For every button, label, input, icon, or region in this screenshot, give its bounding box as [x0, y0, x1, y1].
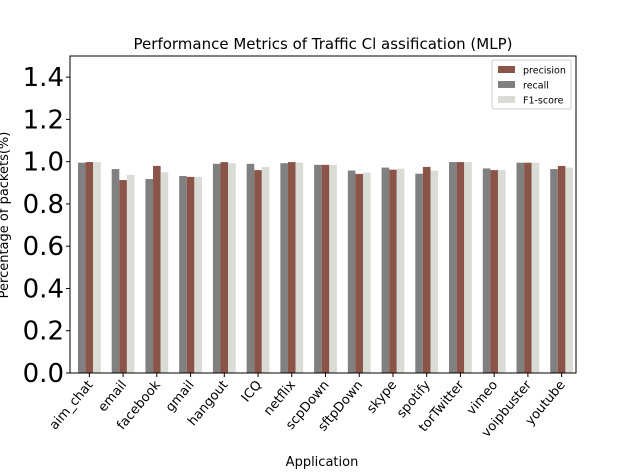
- legend: precision recall F1-score: [491, 59, 572, 110]
- y-tick-label: 0.2: [23, 317, 64, 347]
- bar-f1-score-skype: [396, 168, 405, 373]
- bar-precision-scpdown: [321, 164, 330, 373]
- y-tick-label: 0.6: [23, 232, 64, 262]
- bar-precision-sftpdown: [355, 173, 364, 373]
- bar-recall-hangout: [212, 163, 221, 373]
- bar-recall-sftpdown: [347, 170, 356, 373]
- bar-recall-voipbuster: [516, 162, 525, 373]
- chart-title: Performance Metrics of Traffic Cl assifi…: [134, 35, 513, 53]
- y-tick-label: 1.4: [23, 63, 64, 93]
- bar-f1-score-email: [126, 174, 135, 373]
- y-tick-label: 0.4: [23, 274, 64, 304]
- y-axis-label: Percentage of packets(%): [0, 132, 12, 299]
- bar-precision-hangout: [220, 162, 229, 373]
- bar-f1-score-hangout: [228, 163, 236, 373]
- legend-swatch-recall: [498, 81, 515, 88]
- bar-recall-aim_chat: [77, 162, 86, 373]
- bar-recall-email: [111, 169, 120, 373]
- bar-f1-score-netflix: [295, 162, 304, 373]
- bar-precision-spotify: [422, 166, 431, 373]
- bar-recall-spotify: [415, 173, 423, 373]
- bar-f1-score-aim_chat: [93, 162, 101, 373]
- bar-precision-voipbuster: [524, 162, 532, 373]
- bar-precision-gmail: [186, 176, 195, 373]
- bar-precision-vimeo: [490, 170, 498, 373]
- bar-precision-facebook: [153, 165, 161, 373]
- bar-recall-scpdown: [314, 164, 322, 373]
- bar-f1-score-icq: [261, 166, 270, 373]
- bar-recall-vimeo: [482, 168, 491, 373]
- legend-label-f1-score: F1-score: [523, 96, 564, 107]
- y-tick-label: 0.0: [23, 359, 64, 389]
- bar-recall-netflix: [280, 163, 288, 373]
- bar-f1-score-youtube: [565, 167, 574, 373]
- bar-precision-tortwitter: [456, 162, 465, 373]
- bar-precision-skype: [389, 169, 397, 373]
- bar-recall-gmail: [179, 176, 187, 373]
- bars-layer: [77, 162, 574, 373]
- bar-precision-youtube: [557, 165, 566, 373]
- bar-precision-netflix: [287, 162, 296, 373]
- bar-f1-score-facebook: [160, 172, 169, 373]
- bar-f1-score-vimeo: [497, 170, 506, 373]
- bar-f1-score-scpdown: [329, 164, 337, 373]
- legend-label-precision: precision: [523, 66, 566, 77]
- bar-recall-youtube: [550, 169, 558, 373]
- x-axis-label: Application: [286, 455, 359, 470]
- y-tick-label: 1.0: [23, 148, 64, 178]
- bar-precision-email: [119, 180, 127, 373]
- bar-recall-facebook: [145, 179, 154, 373]
- legend-swatch-precision: [498, 66, 515, 73]
- bar-precision-icq: [254, 170, 262, 373]
- legend-label-recall: recall: [523, 81, 549, 92]
- bar-f1-score-gmail: [194, 176, 202, 373]
- bar-f1-score-spotify: [430, 170, 439, 373]
- x-tick-label-icq: ICQ: [239, 378, 265, 405]
- bar-f1-score-tortwitter: [464, 162, 472, 373]
- bar-precision-aim_chat: [85, 162, 94, 373]
- bar-f1-score-voipbuster: [531, 162, 540, 373]
- bar-recall-skype: [381, 167, 390, 373]
- y-tick-label: 0.8: [23, 190, 64, 220]
- plot-frame: [69, 55, 577, 374]
- bar-recall-icq: [246, 163, 255, 373]
- bar-recall-tortwitter: [449, 162, 457, 373]
- bar-f1-score-sftpdown: [363, 172, 371, 373]
- legend-swatch-f1-score: [498, 96, 515, 103]
- y-tick-label: 1.2: [23, 105, 64, 135]
